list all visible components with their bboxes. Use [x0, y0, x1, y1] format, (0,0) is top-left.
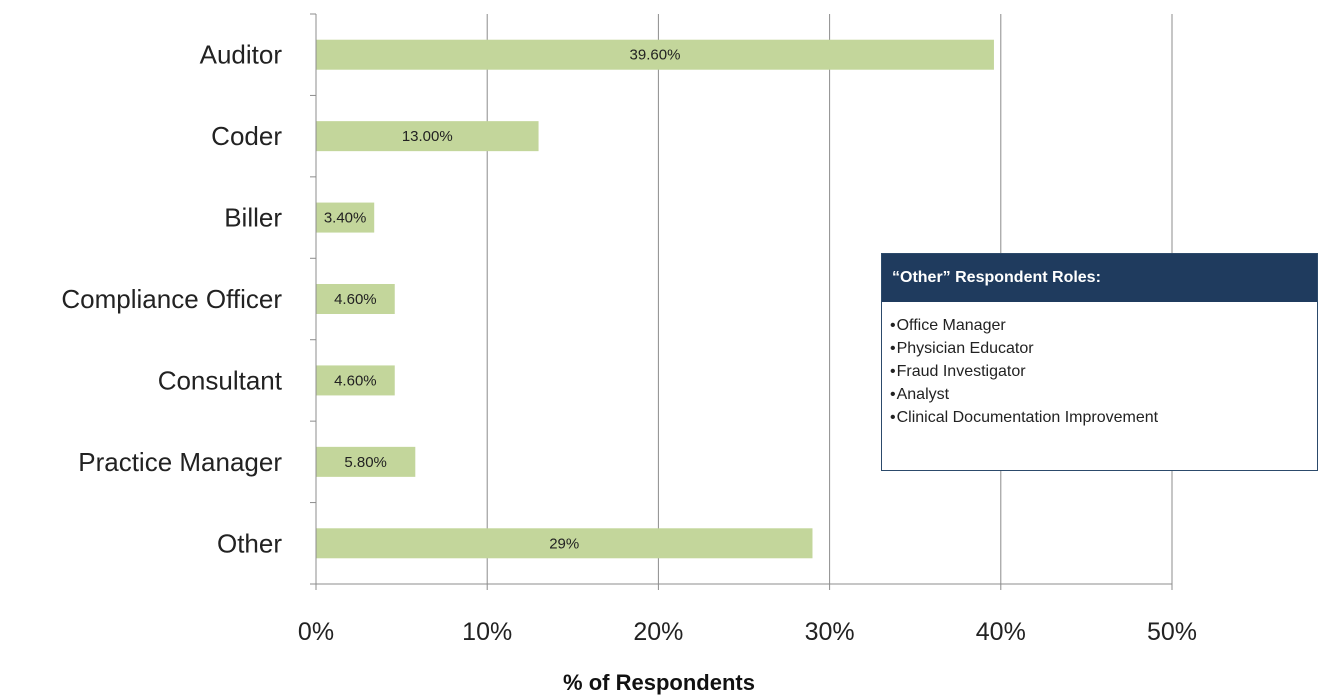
category-label: Compliance Officer	[61, 284, 282, 314]
data-label: 13.00%	[402, 128, 453, 145]
category-label: Consultant	[158, 365, 283, 395]
note-item: Analyst	[890, 383, 1317, 406]
data-label: 4.60%	[334, 291, 377, 308]
note-item: Office Manager	[890, 314, 1317, 337]
note-item: Fraud Investigator	[890, 360, 1317, 383]
data-label: 29%	[549, 535, 579, 552]
bar	[316, 121, 539, 152]
x-tick-label: 40%	[976, 618, 1026, 646]
labels: 0% 10% 20% 30% 40% 50% Auditor 39.60% Coder 13.00…	[61, 40, 1197, 646]
bar	[316, 284, 395, 314]
data-label: 39.60%	[630, 47, 681, 64]
data-label: 3.40%	[324, 210, 367, 227]
category-label: Coder	[211, 121, 282, 151]
bars	[316, 39, 994, 559]
category-label: Other	[217, 528, 282, 558]
note-item: Clinical Documentation Improvement	[890, 406, 1317, 429]
bar	[316, 39, 994, 70]
note-list: Office Manager Physician Educator Fraud …	[882, 302, 1317, 429]
data-label: 4.60%	[334, 372, 377, 389]
category-label: Auditor	[200, 40, 283, 70]
data-label: 5.80%	[344, 454, 387, 471]
category-label: Biller	[224, 203, 282, 233]
x-tick-label: 10%	[462, 618, 512, 646]
bar	[316, 365, 395, 396]
bar	[316, 202, 375, 233]
x-axis-title: % of Respondents	[563, 670, 755, 695]
x-tick-label: 20%	[633, 618, 683, 646]
x-tick-label: 50%	[1147, 618, 1197, 646]
category-label: Practice Manager	[78, 447, 282, 477]
x-tick-label: 30%	[805, 618, 855, 646]
other-roles-note: “Other” Respondent Roles: Office Manager…	[881, 253, 1318, 471]
bar	[316, 446, 416, 477]
bar	[316, 528, 813, 559]
x-tick-label: 0%	[298, 618, 334, 646]
axes	[310, 13, 1173, 590]
note-item: Physician Educator	[890, 337, 1317, 360]
note-title: “Other” Respondent Roles:	[882, 254, 1317, 302]
